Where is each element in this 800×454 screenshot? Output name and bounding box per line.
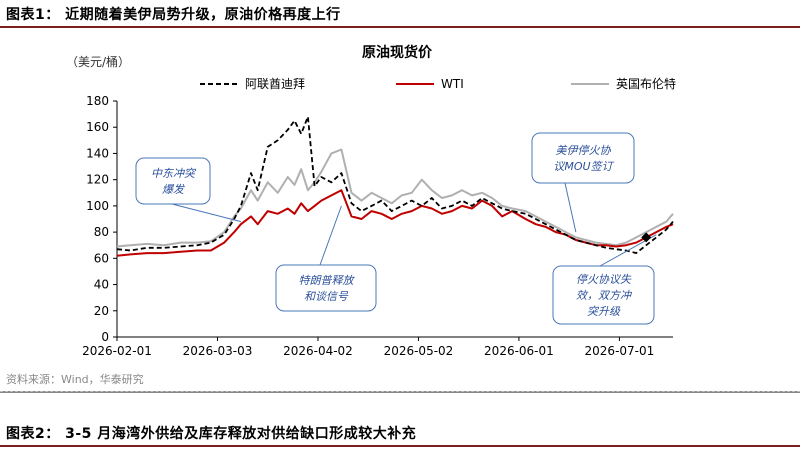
y-tick-label: 180 (86, 94, 109, 108)
x-tick-label: 2026-04-02 (283, 344, 353, 358)
callout-text: 议MOU签订 (553, 160, 614, 173)
x-tick-label: 2026-05-02 (384, 344, 454, 358)
x-tick-label: 2026-06-01 (484, 344, 554, 358)
callout-text: 停火协议失 (576, 273, 632, 286)
y-tick-label: 100 (86, 199, 109, 213)
x-tick-label: 2026-02-01 (82, 344, 152, 358)
series-line-dubai (116, 115, 674, 254)
legend-label: 阿联酋迪拜 (245, 76, 305, 91)
chart-title: 原油现货价 (362, 44, 433, 61)
callout-box (135, 157, 211, 205)
x-tick-label: 2026-07-01 (585, 344, 655, 358)
callout-pointer (564, 182, 577, 233)
callout-box (275, 264, 377, 312)
unit-label: （美元/桶） (66, 54, 130, 69)
legend-label: WTI (441, 77, 464, 91)
legend-label: 英国布伦特 (616, 76, 676, 91)
callout-text: 中东冲突 (151, 167, 197, 180)
title-rule (0, 26, 800, 28)
oil-price-chart: 原油现货价 （美元/桶） 阿联酋迪拜 WTI 英国布伦特 0 20 40 60 80 100 1… (66, 44, 676, 358)
chart-axes: 0 20 40 60 80 100 120 140 160 180 2026-02-01 2026-0… (82, 94, 673, 358)
y-tick-label: 60 (94, 251, 109, 265)
figure-title: 图表1： 近期随着美伊局势升级，原油价格再度上行 (6, 7, 341, 23)
figure2-rule (0, 445, 800, 447)
callout-pointer (319, 205, 342, 266)
y-tick-label: 140 (86, 146, 109, 160)
callout-box (531, 132, 635, 184)
y-tick-label: 160 (86, 120, 109, 134)
series-line-brent (116, 148, 674, 248)
x-tick-label: 2026-03-03 (183, 344, 253, 358)
y-tick-label: 120 (86, 173, 109, 187)
callout-box (552, 265, 655, 325)
section-divider (0, 391, 800, 393)
callout-text: 特朗普释放 (299, 274, 356, 287)
callout-text: 和谈信号 (304, 290, 349, 303)
y-tick-label: 0 (101, 330, 109, 344)
y-tick-label: 20 (94, 304, 109, 318)
callout-text: 美伊停火协 (556, 144, 612, 157)
source-note: 资料来源：Wind，华泰研究 (6, 373, 144, 386)
chart-series (116, 115, 674, 257)
callout-text: 突升级 (587, 305, 621, 318)
y-tick-label: 40 (94, 278, 109, 292)
figure2-title: 图表2： 3-5 月海湾外供给及库存释放对供给缺口形成较大补充 (6, 426, 417, 442)
chart-legend: 阿联酋迪拜 WTI 英国布伦特 (200, 76, 676, 91)
event-marker-diamond (641, 232, 652, 243)
callout-text: 爆发 (162, 183, 185, 196)
y-tick-label: 80 (94, 225, 109, 239)
callout-text: 效，双方冲 (576, 289, 633, 302)
callout-pointer (171, 203, 242, 223)
